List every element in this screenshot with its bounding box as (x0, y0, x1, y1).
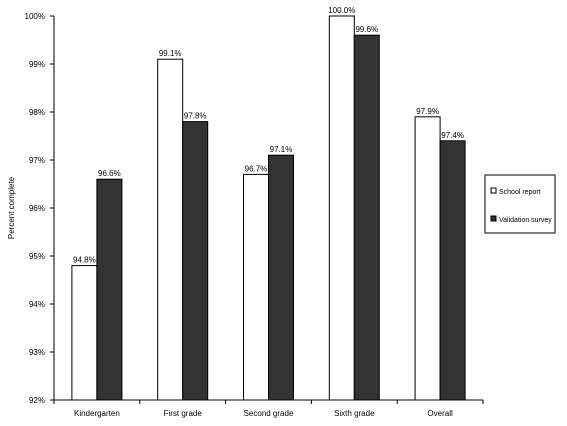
data-label: 99.1% (159, 49, 182, 58)
data-label: 94.8% (73, 256, 96, 265)
legend: School report Validation survey (484, 174, 556, 234)
x-axis-labels: Kindergarten First grade Second grade Sixth… (53, 400, 484, 418)
y-tick-label: 98% (29, 108, 45, 117)
bar-school-report (71, 265, 98, 401)
legend-label-school-report: School report (499, 189, 541, 196)
data-label: 97.1% (270, 145, 293, 154)
legend-swatch-validation-survey (490, 215, 497, 222)
y-axis-ticks: 92% 93% 94% 95% 96% 97% 98% 99% 100% (25, 12, 54, 405)
x-tick-label: Sixth grade (334, 409, 375, 418)
bar-school-report (414, 116, 441, 401)
y-tick-label: 93% (29, 348, 45, 357)
bar-validation-survey (353, 34, 380, 401)
bar-school-report (157, 58, 184, 401)
bar-validation-survey (96, 178, 123, 401)
bar-school-report (328, 15, 355, 401)
data-label: 97.4% (441, 131, 464, 140)
x-tick-label: Second grade (244, 409, 294, 418)
y-tick-label: 96% (29, 204, 45, 213)
y-tick-label: 92% (29, 396, 45, 405)
y-tick-label: 100% (25, 12, 45, 21)
data-label: 97.8% (184, 112, 207, 121)
legend-box (484, 174, 556, 234)
y-axis-title: Percent complete (7, 176, 16, 239)
bars (71, 15, 466, 401)
data-label: 96.6% (98, 169, 121, 178)
data-labels: 94.8% 96.6% 99.1% 97.8% 96.7% 97.1% 100.0% 99.6… (73, 6, 464, 265)
bar-validation-survey (268, 154, 294, 401)
bar-validation-survey (182, 121, 209, 401)
data-label: 100.0% (328, 6, 355, 15)
legend-label-validation-survey: Validation survey (499, 217, 552, 224)
bar-school-report (243, 173, 269, 401)
bar-validation-survey (439, 140, 466, 401)
x-tick-label: Overall (427, 409, 453, 418)
y-tick-label: 95% (29, 252, 45, 261)
data-label: 96.7% (245, 164, 268, 173)
y-tick-label: 94% (29, 300, 45, 309)
data-label: 97.9% (416, 107, 439, 116)
legend-swatch-school-report (490, 187, 497, 194)
x-tick-label: First grade (164, 409, 203, 418)
y-tick-label: 97% (29, 156, 45, 165)
x-tick-label: Kindergarten (74, 409, 120, 418)
data-label: 99.6% (355, 25, 378, 34)
y-tick-label: 99% (29, 60, 45, 69)
